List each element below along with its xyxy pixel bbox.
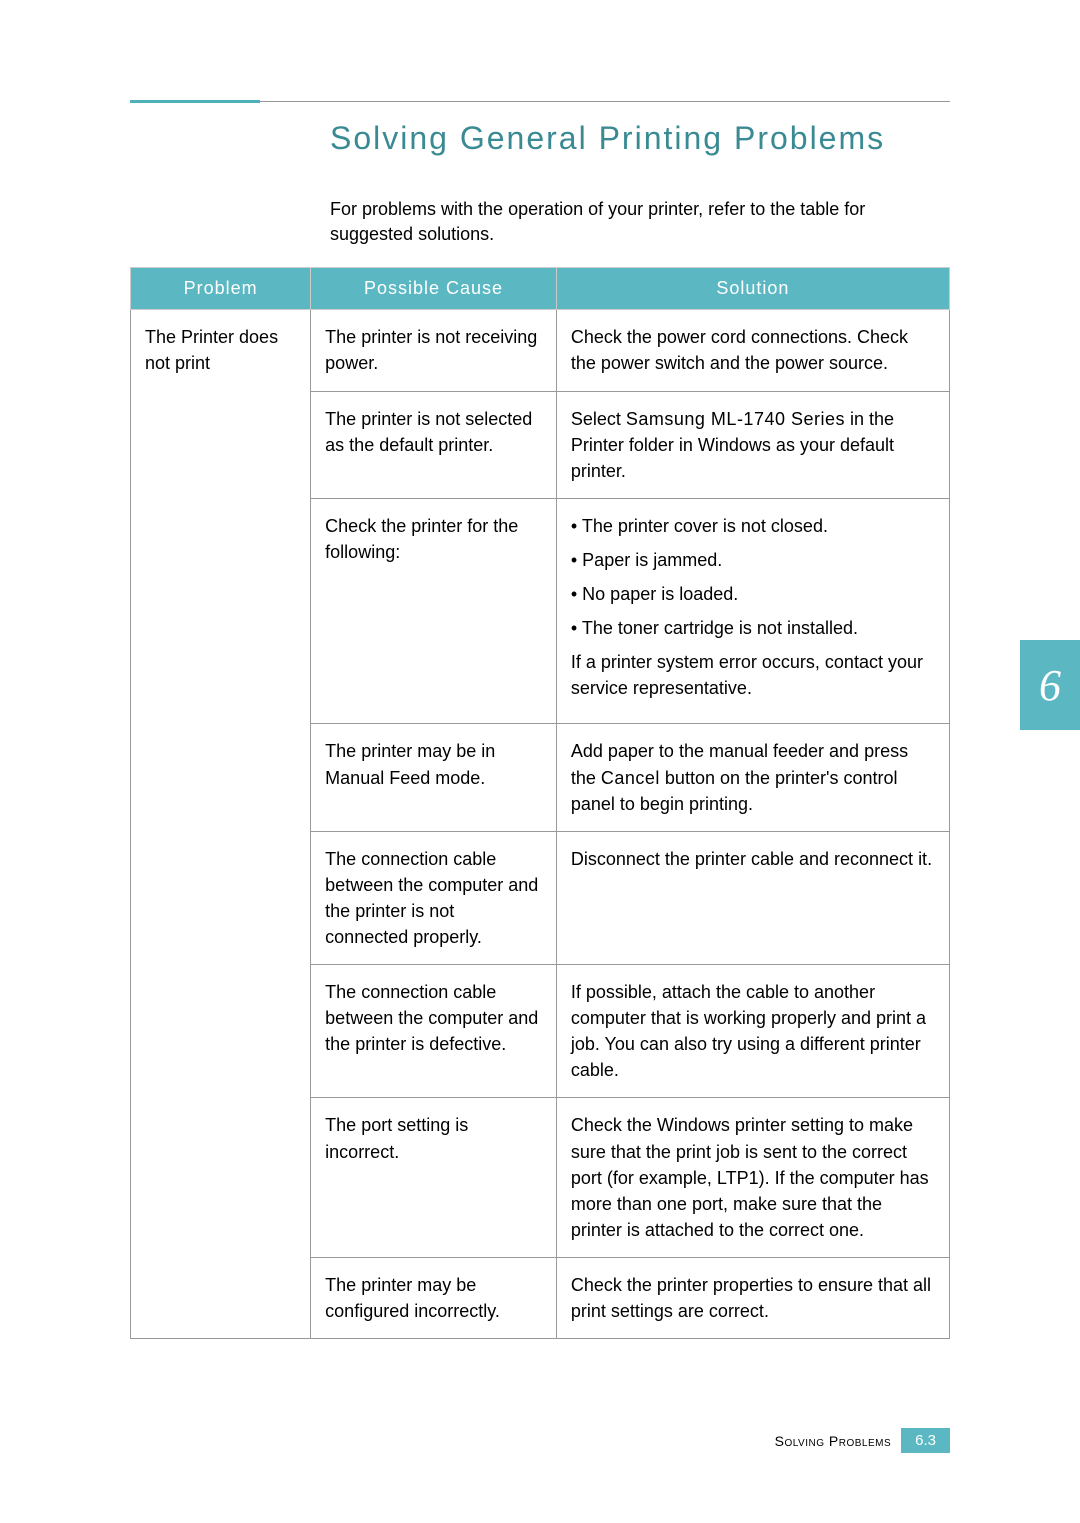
cell-solution: Check the power cord connections. Check … (556, 310, 949, 391)
bullet-item: No paper is loaded. (571, 581, 935, 607)
bullet-item: The printer cover is not closed. (571, 513, 935, 539)
page-content: Solving General Printing Problems For pr… (0, 0, 1080, 1419)
cell-solution: Check the printer properties to ensure t… (556, 1257, 949, 1338)
cell-cause: The connection cable between the compute… (311, 965, 557, 1098)
th-solution: Solution (556, 268, 949, 310)
intro-text: For problems with the operation of your … (330, 197, 950, 247)
cell-solution: Select Samsung ML-1740 Series in the Pri… (556, 391, 949, 498)
troubleshoot-table: Problem Possible Cause Solution The Prin… (130, 267, 950, 1339)
cell-solution: If possible, attach the cable to another… (556, 965, 949, 1098)
solution-bullets: The printer cover is not closed. Paper is… (571, 513, 935, 641)
chapter-tab: 6 (1020, 640, 1080, 730)
page-title: Solving General Printing Problems (330, 120, 950, 157)
bullet-item: Paper is jammed. (571, 547, 935, 573)
cell-solution: Disconnect the printer cable and reconne… (556, 831, 949, 964)
top-rule-accent (130, 100, 260, 103)
cell-cause: The printer is not receiving power. (311, 310, 557, 391)
table-row: The Printer does not printThe printer is… (131, 310, 950, 391)
cell-cause: The printer is not selected as the defau… (311, 391, 557, 498)
emphasized-term: Samsung ML-1740 Series (626, 409, 845, 429)
cell-cause: The printer may be configured incorrectl… (311, 1257, 557, 1338)
cell-cause: The printer may be in Manual Feed mode. (311, 724, 557, 831)
emphasized-term: Cancel (601, 768, 660, 788)
cell-cause: Check the printer for the following: (311, 498, 557, 724)
top-rule-light (260, 101, 950, 102)
solution-note: If a printer system error occurs, contac… (571, 649, 935, 701)
cell-solution: Add paper to the manual feeder and press… (556, 724, 949, 831)
cell-solution: The printer cover is not closed. Paper is… (556, 498, 949, 724)
th-problem: Problem (131, 268, 311, 310)
cell-problem: The Printer does not print (131, 310, 311, 1339)
bullet-item: The toner cartridge is not installed. (571, 615, 935, 641)
page-footer: Solving Problems 6.3 (775, 1428, 950, 1453)
footer-label: Solving Problems (775, 1433, 892, 1449)
footer-page-num: 6.3 (901, 1428, 950, 1453)
cell-cause: The port setting is incorrect. (311, 1098, 557, 1257)
cell-solution: Check the Windows printer setting to mak… (556, 1098, 949, 1257)
th-cause: Possible Cause (311, 268, 557, 310)
cell-cause: The connection cable between the compute… (311, 831, 557, 964)
table-body: The Printer does not printThe printer is… (131, 310, 950, 1339)
